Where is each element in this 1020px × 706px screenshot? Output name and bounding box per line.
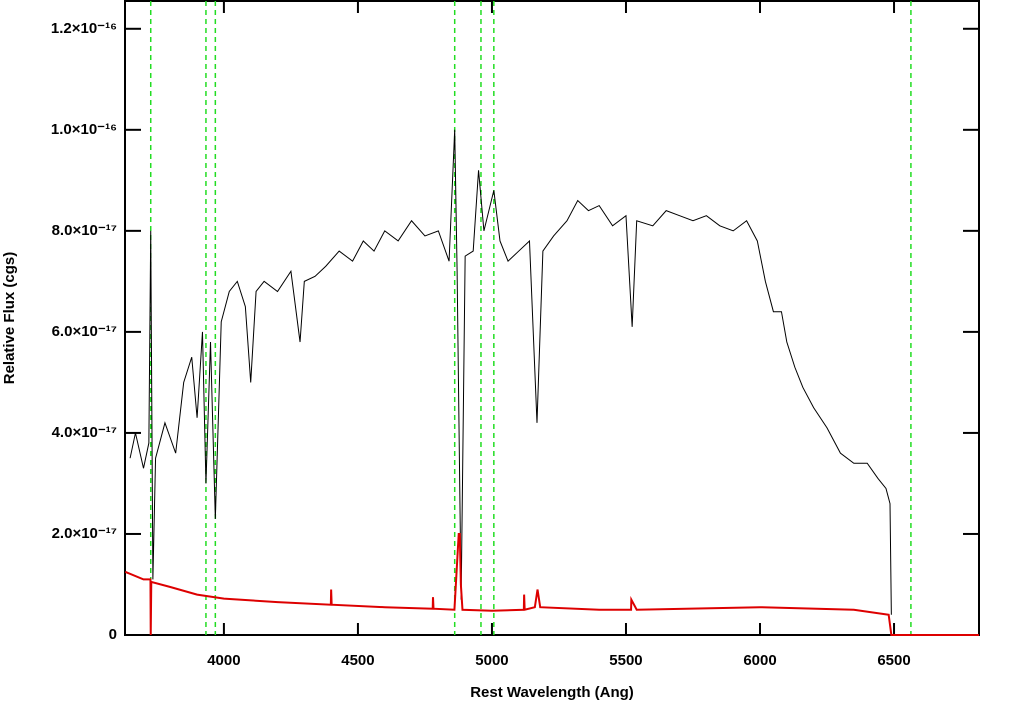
y-tick-label: 6.0×10⁻¹⁷ xyxy=(52,323,117,340)
y-tick-label: 1.0×10⁻¹⁶ xyxy=(51,121,117,138)
x-tick-label: 6500 xyxy=(877,652,910,669)
y-tick-label: 8.0×10⁻¹⁷ xyxy=(52,222,117,239)
y-tick-label: 4.0×10⁻¹⁷ xyxy=(52,424,117,441)
y-tick-label: 2.0×10⁻¹⁷ xyxy=(52,525,117,542)
plot-frame xyxy=(124,0,980,636)
x-tick-label: 6000 xyxy=(743,652,776,669)
spectrum-line xyxy=(124,532,979,636)
y-tick-label: 0 xyxy=(109,626,117,643)
x-tick-label: 5500 xyxy=(609,652,642,669)
y-axis-label: Relative Flux (cgs) xyxy=(1,252,18,385)
x-tick-label: 5000 xyxy=(475,652,508,669)
x-tick-label: 4500 xyxy=(341,652,374,669)
x-tick-label: 4000 xyxy=(207,652,240,669)
spectrum-line xyxy=(129,129,892,615)
y-tick-label: 1.2×10⁻¹⁶ xyxy=(51,20,117,37)
x-axis-label: Rest Wavelength (Ang) xyxy=(470,684,634,701)
